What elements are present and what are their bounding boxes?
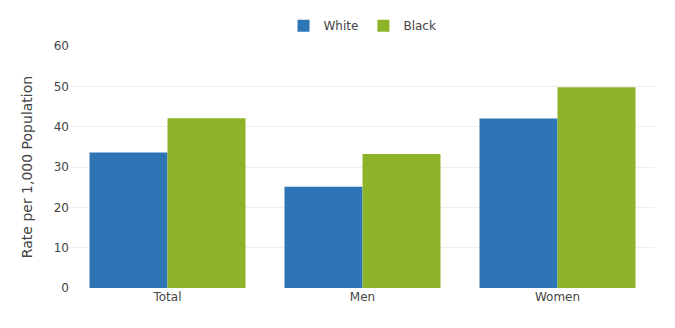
svg-text:Women: Women xyxy=(535,290,580,304)
svg-text:White: White xyxy=(324,19,359,33)
svg-text:Total: Total xyxy=(152,290,181,304)
svg-text:Men: Men xyxy=(350,290,375,304)
svg-text:50: 50 xyxy=(54,80,69,94)
svg-text:Rate per 1,000 Population: Rate per 1,000 Population xyxy=(19,76,35,258)
svg-text:60: 60 xyxy=(54,39,69,53)
svg-text:30: 30 xyxy=(54,160,69,174)
svg-text:20: 20 xyxy=(54,201,69,215)
svg-text:Black: Black xyxy=(403,19,436,33)
svg-text:10: 10 xyxy=(54,241,69,255)
svg-text:0: 0 xyxy=(61,281,69,295)
svg-text:40: 40 xyxy=(54,120,69,134)
